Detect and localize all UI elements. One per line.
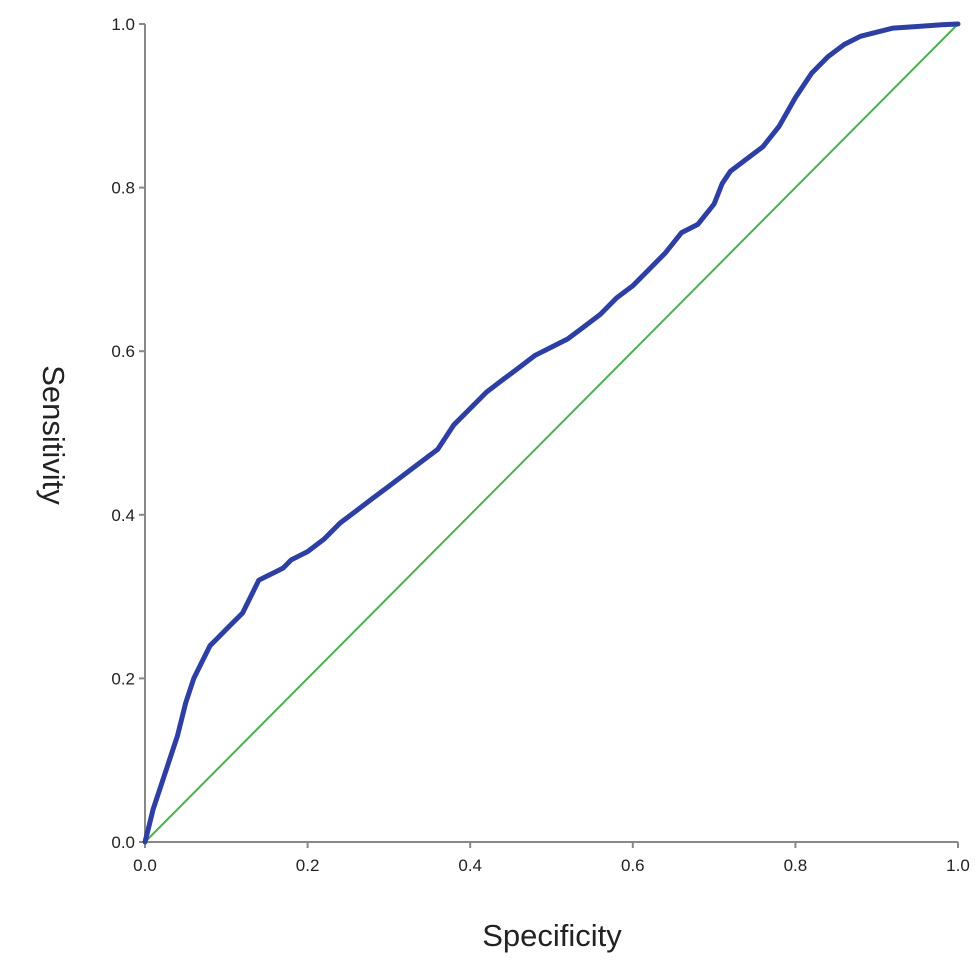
y-tick-label: 0.4 — [111, 506, 135, 525]
x-tick-label: 0.6 — [621, 856, 645, 875]
x-tick-label: 0.8 — [784, 856, 808, 875]
x-ticks: 0.0 0.2 0.4 0.6 0.8 1.0 — [133, 842, 970, 875]
reference-diagonal-line — [144, 23, 959, 843]
y-ticks: 0.0 0.2 0.4 0.6 0.8 1.0 — [111, 15, 145, 852]
axes — [144, 24, 958, 843]
y-tick-label: 0.6 — [111, 342, 135, 361]
x-tick-label: 1.0 — [946, 856, 970, 875]
y-tick-label: 0.0 — [111, 833, 135, 852]
y-tick-label: 1.0 — [111, 15, 135, 34]
x-tick-label: 0.2 — [296, 856, 320, 875]
y-axis-title: Sensitivity — [36, 365, 71, 505]
y-tick-label: 0.8 — [111, 179, 135, 198]
y-tick-label: 0.2 — [111, 669, 135, 688]
roc-curve-line — [142, 21, 961, 845]
x-tick-label: 0.0 — [133, 856, 157, 875]
x-tick-label: 0.4 — [458, 856, 482, 875]
x-axis-title: Specificity — [482, 918, 622, 953]
